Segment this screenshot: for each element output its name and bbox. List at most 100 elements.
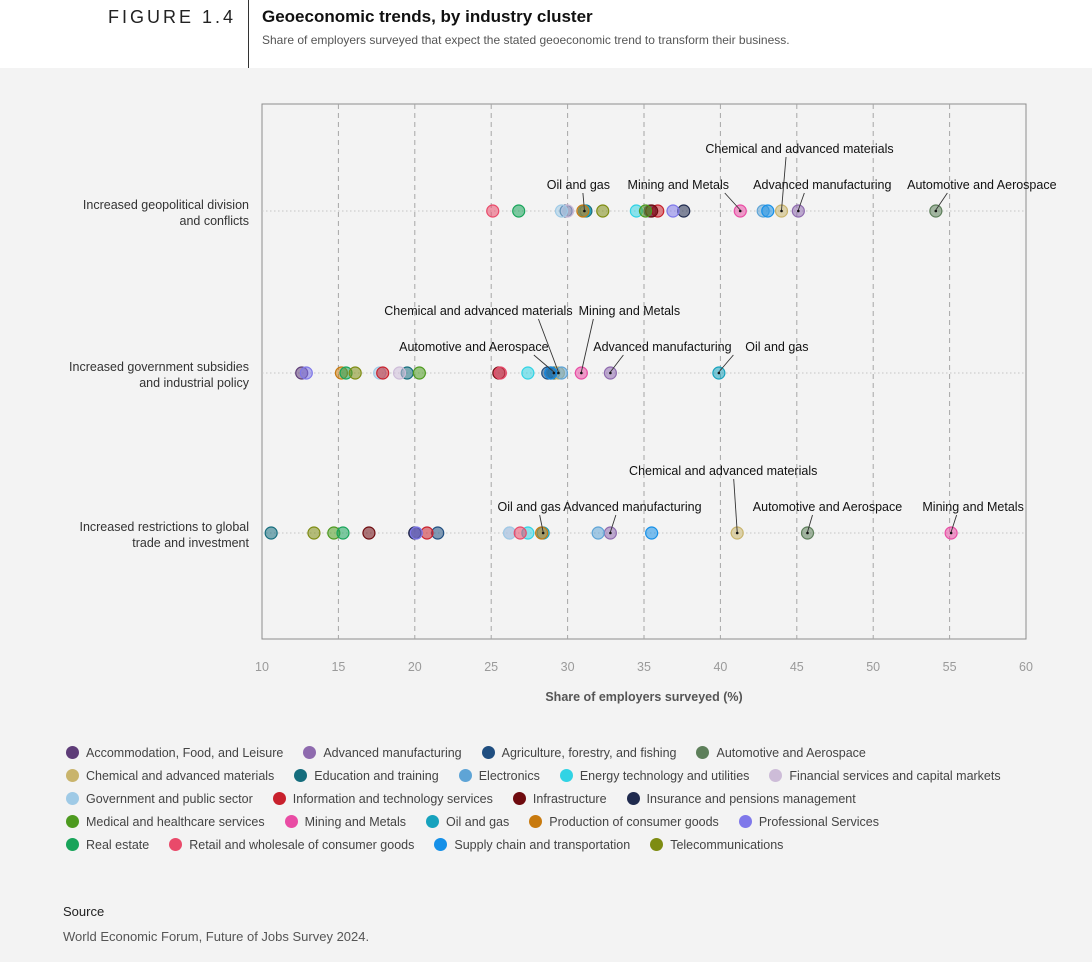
- annotation-leader-line: [539, 514, 544, 533]
- annotation-anchor-dot: [609, 531, 612, 535]
- annotation-label: Chemical and advanced materials: [705, 142, 893, 156]
- annotation-label: Chemical and advanced materials: [629, 464, 817, 478]
- annotation-leader-line: [582, 192, 585, 211]
- legend-row: Accommodation, Food, and Leisure Advanced…: [66, 744, 1066, 767]
- data-point: [348, 366, 362, 380]
- annotation-label: Automotive and Aerospace: [753, 500, 902, 514]
- annotation-label: Oil and gas: [745, 340, 808, 354]
- annotation-leader-line: [807, 514, 813, 533]
- legend-item: Automotive and Aerospace: [696, 745, 866, 760]
- legend-swatch-icon: [169, 837, 183, 851]
- row-label: Increased geopolitical division: [83, 198, 249, 212]
- legend-swatch-icon: [426, 814, 440, 828]
- x-tick-label: 50: [866, 660, 880, 674]
- annotation-label: Automotive and Aerospace: [907, 178, 1056, 192]
- legend-label: Supply chain and transportation: [454, 837, 631, 852]
- legend-label: Education and training: [314, 768, 439, 783]
- legend-label: Mining and Metals: [304, 814, 407, 829]
- x-tick-label: 55: [943, 660, 957, 674]
- legend-swatch-icon: [294, 768, 308, 782]
- dot-plot-chart: 10 15 20 25 30 35 40 45 50 55 60 Share of employers…: [69, 103, 1057, 704]
- legend-swatch-icon: [559, 768, 573, 782]
- legend-label: Electronics: [478, 768, 540, 783]
- legend-item: Professional Services: [738, 814, 879, 829]
- row-label: trade and investment: [132, 536, 249, 550]
- figure-header: FIGURE 1.4 Geoeconomic trends, by indust…: [0, 0, 1092, 68]
- annotation-leader-line: [797, 192, 805, 211]
- x-tick-label: 45: [790, 660, 804, 674]
- header-divider: [248, 0, 249, 68]
- legend-item: Information and technology services: [272, 791, 493, 806]
- data-point: [666, 204, 680, 218]
- x-tick-label: 20: [408, 660, 422, 674]
- annotation-anchor-dot: [738, 209, 742, 213]
- legend-swatch-icon: [284, 814, 298, 828]
- data-point: [761, 204, 775, 218]
- data-point: [299, 366, 313, 380]
- legend-item: Telecommunications: [650, 837, 784, 852]
- legend-item: Agriculture, forestry, and fishing: [481, 745, 676, 760]
- annotation-leader-line: [610, 354, 624, 373]
- source-text: World Economic Forum, Future of Jobs Sur…: [63, 929, 370, 944]
- legend-item: Production of consumer goods: [529, 814, 719, 829]
- x-axis-label: Share of employers surveyed (%): [545, 690, 742, 704]
- chart-legend: Accommodation, Food, and Leisure Advanced…: [66, 744, 1066, 859]
- legend-swatch-icon: [458, 768, 472, 782]
- annotation-anchor-dot: [797, 209, 800, 213]
- data-point: [392, 366, 407, 380]
- data-point: [591, 526, 605, 540]
- data-point: [521, 366, 535, 380]
- source-heading: Source: [63, 904, 105, 919]
- data-point: [576, 204, 590, 218]
- data-point: [544, 366, 558, 380]
- x-tick-label: 10: [255, 660, 269, 674]
- legend-swatch-icon: [769, 768, 783, 782]
- x-tick-label: 40: [713, 660, 727, 674]
- annotation-leader-line: [733, 478, 738, 533]
- row-label: and conflicts: [180, 214, 249, 228]
- annotation-anchor-dot: [949, 531, 953, 535]
- legend-label: Retail and wholesale of consumer goods: [189, 837, 415, 852]
- annotation-anchor-dot: [735, 531, 739, 535]
- legend-label: Infrastructure: [532, 791, 607, 806]
- annotation-anchor-dot: [717, 371, 721, 375]
- annotation-label: Oil and gas: [547, 178, 610, 192]
- annotation-leader-line: [609, 514, 617, 533]
- legend-item: Retail and wholesale of consumer goods: [169, 837, 415, 852]
- data-point: [493, 366, 507, 380]
- annotation-label: Oil and gas: [498, 500, 561, 514]
- legend-item: Real estate: [66, 837, 149, 852]
- legend-swatch-icon: [66, 745, 79, 759]
- data-point: [376, 366, 390, 380]
- data-point: [554, 204, 569, 218]
- data-point: [512, 204, 526, 218]
- legend-label: Telecommunications: [670, 837, 784, 852]
- legend-item: Electronics: [458, 768, 540, 783]
- legend-swatch-icon: [696, 745, 710, 759]
- data-point: [486, 204, 500, 218]
- legend-item: Oil and gas: [426, 814, 509, 829]
- annotation-leader-line: [950, 514, 958, 533]
- annotation-label: Mining and Metals: [628, 178, 729, 192]
- legend-swatch-icon: [529, 814, 543, 828]
- annotation-label: Advanced manufacturing: [753, 178, 891, 192]
- legend-item: Mining and Metals: [284, 814, 407, 829]
- legend-item: Medical and healthcare services: [66, 814, 265, 829]
- x-tick-label: 15: [331, 660, 345, 674]
- data-point: [336, 526, 350, 540]
- row-label: and industrial policy: [139, 376, 250, 390]
- legend-swatch-icon: [66, 814, 79, 828]
- annotation-leader-line: [538, 318, 559, 373]
- data-point: [264, 526, 278, 540]
- annotation-anchor-dot: [806, 531, 809, 535]
- annotation-leader-line: [781, 156, 787, 211]
- legend-item: Insurance and pensions management: [626, 791, 856, 806]
- legend-swatch-icon: [626, 791, 640, 805]
- x-tick-label: 25: [484, 660, 498, 674]
- annotation-label: Mining and Metals: [922, 500, 1023, 514]
- data-point: [513, 526, 527, 540]
- data-point: [412, 366, 426, 380]
- legend-item: Supply chain and transportation: [434, 837, 631, 852]
- annotation-leader-line: [935, 192, 948, 211]
- data-point: [409, 526, 423, 540]
